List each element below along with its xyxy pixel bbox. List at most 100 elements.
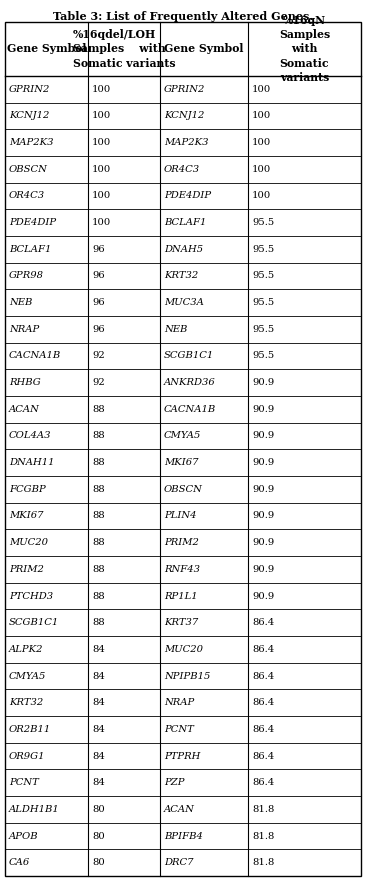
Text: Gene Symbol: Gene Symbol [7,44,86,54]
Text: 86.4: 86.4 [252,778,274,787]
Text: 84: 84 [92,751,105,760]
Text: 81.8: 81.8 [252,805,274,813]
Text: BPIFB4: BPIFB4 [164,831,203,840]
Text: 88: 88 [92,511,105,520]
Text: NRAP: NRAP [164,698,194,707]
Text: ALDH1B1: ALDH1B1 [9,805,60,813]
Text: 100: 100 [252,138,271,148]
Text: 86.4: 86.4 [252,671,274,680]
Text: MKI67: MKI67 [9,511,44,520]
Text: OBSCN: OBSCN [164,485,203,493]
Text: PDE4DIP: PDE4DIP [164,191,211,201]
Text: 88: 88 [92,485,105,493]
Text: RNF43: RNF43 [164,565,200,573]
Text: 81.8: 81.8 [252,858,274,867]
Text: RHBG: RHBG [9,378,41,388]
Text: DNAH5: DNAH5 [164,244,203,254]
Text: Table 3: List of Frequently Altered Genes.: Table 3: List of Frequently Altered Gene… [53,11,313,22]
Text: 90.9: 90.9 [252,431,274,441]
Text: BCLAF1: BCLAF1 [9,244,51,254]
Text: 86.4: 86.4 [252,698,274,707]
Text: OR4C3: OR4C3 [9,191,45,201]
Text: PRIM2: PRIM2 [164,538,199,547]
Text: DRC7: DRC7 [164,858,194,867]
Text: %16qdel/LOH
Samples    with
Somatic variants: %16qdel/LOH Samples with Somatic variant… [73,29,175,68]
Text: 100: 100 [92,138,111,148]
Text: 90.9: 90.9 [252,458,274,467]
Text: 88: 88 [92,538,105,547]
Text: 90.9: 90.9 [252,565,274,573]
Text: MUC3A: MUC3A [164,298,204,308]
Text: 90.9: 90.9 [252,485,274,493]
Text: 96: 96 [92,271,105,281]
Text: BCLAF1: BCLAF1 [164,218,206,228]
Text: PLIN4: PLIN4 [164,511,197,520]
Text: APOB: APOB [9,831,39,840]
Text: 100: 100 [252,191,271,201]
Text: COL4A3: COL4A3 [9,431,52,441]
Text: 96: 96 [92,298,105,308]
Text: %16qN
Samples
with
Somatic
variants: %16qN Samples with Somatic variants [279,15,330,83]
Text: 95.5: 95.5 [252,271,274,281]
Text: KRT32: KRT32 [9,698,43,707]
Text: 96: 96 [92,244,105,254]
Text: 100: 100 [92,164,111,174]
Text: 100: 100 [252,84,271,94]
Text: 88: 88 [92,458,105,467]
Text: 95.5: 95.5 [252,244,274,254]
Text: NPIPB15: NPIPB15 [164,671,210,680]
Text: 80: 80 [92,805,105,813]
Text: RP1L1: RP1L1 [164,591,198,600]
Text: 90.9: 90.9 [252,591,274,600]
Text: MUC20: MUC20 [164,645,203,653]
Text: 100: 100 [92,191,111,201]
Text: CACNA1B: CACNA1B [164,404,216,414]
Text: 88: 88 [92,618,105,627]
Text: 90.9: 90.9 [252,511,274,520]
Text: 100: 100 [92,111,111,121]
Text: 86.4: 86.4 [252,725,274,733]
Text: MAP2K3: MAP2K3 [164,138,209,148]
Text: 90.9: 90.9 [252,538,274,547]
Text: ALPK2: ALPK2 [9,645,44,653]
Text: 88: 88 [92,404,105,414]
Text: 90.9: 90.9 [252,378,274,388]
Text: 86.4: 86.4 [252,751,274,760]
Text: 100: 100 [92,84,111,94]
Text: CMYA5: CMYA5 [164,431,201,441]
Text: 100: 100 [252,164,271,174]
Text: 84: 84 [92,698,105,707]
Text: 92: 92 [92,378,105,388]
Text: 86.4: 86.4 [252,645,274,653]
Text: ANKRD36: ANKRD36 [164,378,216,388]
Text: MAP2K3: MAP2K3 [9,138,53,148]
Text: GPRIN2: GPRIN2 [164,84,205,94]
Text: OR4C3: OR4C3 [164,164,200,174]
Text: PTCHD3: PTCHD3 [9,591,53,600]
Text: KCNJ12: KCNJ12 [164,111,204,121]
Text: KRT37: KRT37 [164,618,198,627]
Text: GPRIN2: GPRIN2 [9,84,51,94]
Text: 95.5: 95.5 [252,324,274,334]
Text: 90.9: 90.9 [252,404,274,414]
Text: SCGB1C1: SCGB1C1 [164,351,214,361]
Text: CACNA1B: CACNA1B [9,351,61,361]
Text: PRIM2: PRIM2 [9,565,44,573]
Text: 80: 80 [92,858,105,867]
Text: Gene Symbol: Gene Symbol [164,44,244,54]
Text: MKI67: MKI67 [164,458,198,467]
Text: 84: 84 [92,778,105,787]
Text: 81.8: 81.8 [252,831,274,840]
Text: 95.5: 95.5 [252,298,274,308]
Text: 80: 80 [92,831,105,840]
Text: OR9G1: OR9G1 [9,751,45,760]
Text: 96: 96 [92,324,105,334]
Text: 84: 84 [92,725,105,733]
Text: 100: 100 [252,111,271,121]
Text: 84: 84 [92,645,105,653]
Text: PCNT: PCNT [9,778,39,787]
Text: 95.5: 95.5 [252,351,274,361]
Text: KRT32: KRT32 [164,271,198,281]
Text: CA6: CA6 [9,858,30,867]
Text: PZP: PZP [164,778,184,787]
